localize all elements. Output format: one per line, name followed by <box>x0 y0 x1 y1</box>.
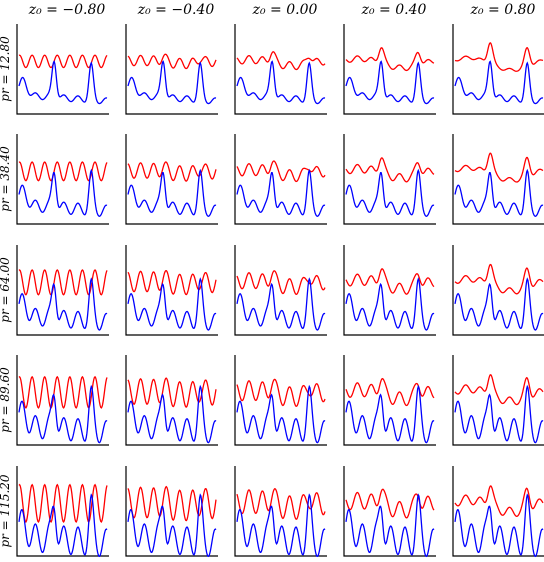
red-curve-r1-c4 <box>454 152 544 183</box>
panel-axes-r2-c0 <box>16 245 109 336</box>
blue-curve-r2-c1 <box>127 277 217 331</box>
panel-axes-r0-c4 <box>452 24 544 115</box>
red-curve-r2-c3 <box>345 268 435 295</box>
red-curve-r0-c3 <box>345 47 435 72</box>
red-curve-r1-c3 <box>345 157 435 183</box>
panel-axes-r3-c3 <box>343 355 436 446</box>
blue-curve-r2-c4 <box>454 277 544 331</box>
panel-axes-r3-c4 <box>452 355 544 446</box>
red-curve-r0-c1 <box>127 53 217 70</box>
panel-axes-r3-c0 <box>16 355 109 446</box>
blue-curve-r4-c2 <box>236 493 326 558</box>
red-curve-r0-c4 <box>454 41 544 72</box>
panel-axes-r2-c1 <box>125 245 218 336</box>
red-curve-r2-c4 <box>454 263 544 295</box>
panel-axes-r0-c2 <box>234 24 327 115</box>
blue-curve-r0-c4 <box>454 60 544 105</box>
red-curve-r1-c1 <box>127 161 217 182</box>
column-label-2: z₀ = 0.00 <box>252 2 318 18</box>
row-label-0: pr = 12.80 <box>0 36 12 102</box>
panel-axes-r1-c1 <box>125 134 218 225</box>
row-label-3: pr = 89.60 <box>0 367 12 433</box>
blue-curve-r0-c3 <box>345 60 435 105</box>
panel-axes-r0-c1 <box>125 24 218 115</box>
red-curve-r3-c4 <box>454 374 544 406</box>
blue-curve-r3-c4 <box>454 384 544 444</box>
panel-axes-r4-c1 <box>125 466 218 557</box>
blue-curve-r1-c1 <box>127 168 217 217</box>
blue-curve-r4-c0 <box>18 493 108 558</box>
panel-axes-r2-c3 <box>343 245 436 336</box>
blue-curve-r3-c0 <box>18 384 108 444</box>
blue-curve-r4-c3 <box>345 493 435 558</box>
column-label-4: z₀ = 0.80 <box>470 2 536 18</box>
blue-curve-r2-c0 <box>18 277 108 331</box>
panel-axes-r1-c2 <box>234 134 327 225</box>
blue-curve-r2-c2 <box>236 277 326 331</box>
panel-axes-r2-c2 <box>234 245 327 336</box>
column-label-1: z₀ = −0.40 <box>137 2 215 18</box>
panel-axes-r4-c3 <box>343 466 436 557</box>
row-label-2: pr = 64.00 <box>0 257 12 323</box>
red-curve-r1-c2 <box>236 160 326 183</box>
red-curve-r4-c2 <box>236 488 326 520</box>
blue-curve-r1-c3 <box>345 168 435 217</box>
panel-axes-r0-c0 <box>16 24 109 115</box>
blue-curve-r0-c1 <box>127 60 217 105</box>
red-curve-r4-c4 <box>454 485 544 517</box>
panel-axes-r4-c0 <box>16 466 109 557</box>
red-curve-r2-c0 <box>18 269 108 296</box>
row-label-4: pr = 115.20 <box>0 474 12 547</box>
panel-axes-r1-c0 <box>16 134 109 225</box>
panel-axes-r3-c1 <box>125 355 218 446</box>
red-curve-r0-c2 <box>236 51 326 71</box>
blue-curve-r0-c0 <box>18 60 108 105</box>
row-label-1: pr = 38.40 <box>0 146 12 212</box>
panel-axes-r3-c2 <box>234 355 327 446</box>
panel-axes-r4-c2 <box>234 466 327 557</box>
column-label-3: z₀ = 0.40 <box>361 2 427 18</box>
panel-axes-r4-c4 <box>452 466 544 557</box>
panel-axes-r1-c3 <box>343 134 436 225</box>
blue-curve-r3-c3 <box>345 384 435 444</box>
panel-axes-r1-c4 <box>452 134 544 225</box>
blue-curve-r2-c3 <box>345 277 435 331</box>
panel-axes-r2-c4 <box>452 245 544 336</box>
blue-curve-r1-c2 <box>236 168 326 217</box>
red-curve-r0-c0 <box>18 54 108 69</box>
blue-curve-r1-c4 <box>454 168 544 217</box>
blue-curve-r3-c2 <box>236 384 326 444</box>
column-label-0: z₀ = −0.80 <box>28 2 106 18</box>
blue-curve-r4-c1 <box>127 493 217 558</box>
panel-axes-r0-c3 <box>343 24 436 115</box>
blue-curve-r3-c1 <box>127 384 217 444</box>
red-curve-r4-c1 <box>127 485 217 522</box>
blue-curve-r4-c4 <box>454 493 544 558</box>
blue-curve-r1-c0 <box>18 168 108 217</box>
blue-curve-r0-c2 <box>236 60 326 105</box>
red-curve-r1-c0 <box>18 161 108 182</box>
